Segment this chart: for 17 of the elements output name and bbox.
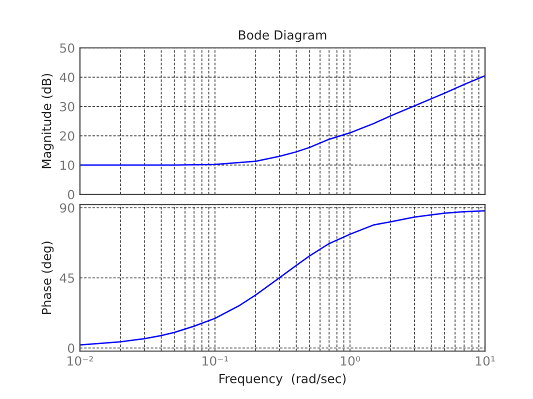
y-axis-title: Phase (deg) bbox=[42, 242, 54, 314]
x-axis-title: Frequency (rad/sec) bbox=[220, 374, 346, 386]
x-tick-label: 10⁰ bbox=[340, 356, 360, 366]
x-tick-label: 10⁻¹ bbox=[202, 356, 228, 366]
y-tick-label: 0 bbox=[68, 343, 74, 353]
x-tick-label: 10¹ bbox=[476, 356, 495, 366]
y-tick-label: 45 bbox=[60, 274, 74, 283]
y-tick-label: 40 bbox=[60, 72, 74, 82]
chart-title: Bode Diagram bbox=[238, 30, 326, 42]
x-tick-label: 10⁻² bbox=[68, 356, 93, 366]
y-tick-label: 10 bbox=[60, 160, 74, 170]
y-tick-label: 0 bbox=[68, 190, 74, 200]
y-tick-label: 90 bbox=[60, 203, 74, 213]
y-tick-label: 20 bbox=[60, 131, 74, 141]
y-tick-label: 50 bbox=[60, 43, 74, 53]
y-tick-label: 30 bbox=[60, 102, 74, 112]
y-axis-title: Magnitude (dB) bbox=[42, 74, 54, 168]
